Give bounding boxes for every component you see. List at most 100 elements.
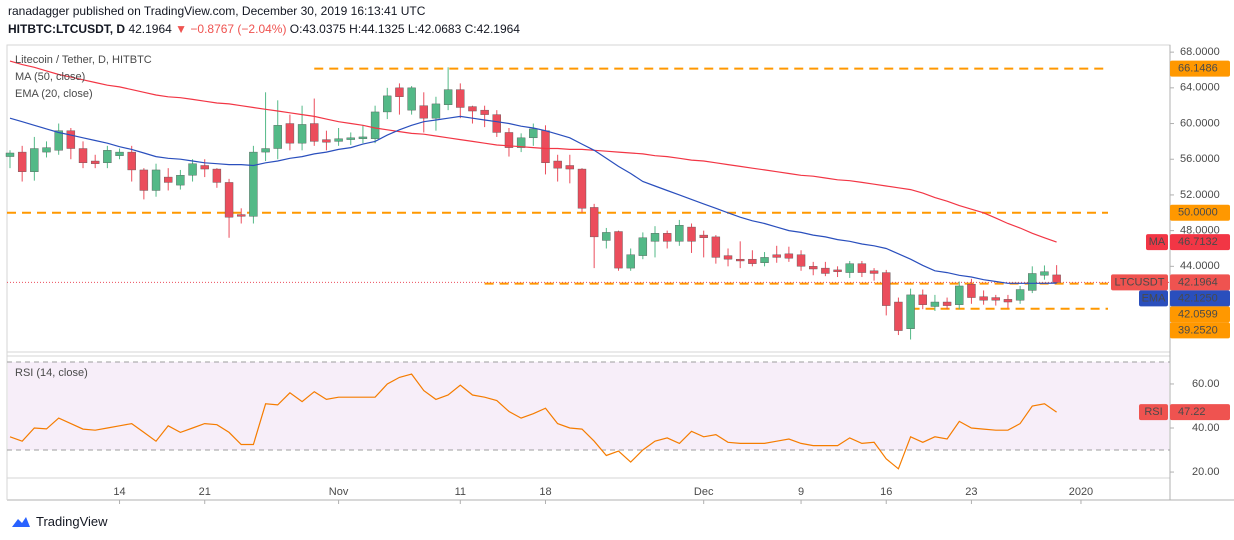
price-tag-box	[1170, 234, 1230, 251]
x-tick-label: Nov	[329, 486, 349, 498]
candle-body	[370, 111, 380, 139]
rsi-band	[8, 361, 1169, 451]
candle-body	[784, 253, 794, 259]
logo-shape	[12, 516, 30, 527]
candle-body	[66, 130, 76, 149]
x-tick-label: 16	[880, 486, 892, 498]
candle-body	[358, 136, 368, 139]
candle-body	[845, 263, 854, 273]
x-tick-label: 14	[113, 486, 125, 498]
candle-body	[772, 254, 781, 258]
candle-body	[1003, 299, 1013, 303]
symbol: HITBTC:LTCUSDT, D	[8, 22, 126, 36]
candle-body	[492, 114, 501, 133]
candle-body	[699, 234, 708, 238]
price-tag-value: 66.1486	[1178, 63, 1218, 75]
candle-body	[456, 89, 465, 108]
candle-body	[882, 272, 891, 306]
brand-logo	[12, 516, 30, 527]
candle-body	[176, 175, 185, 186]
candle-body	[869, 270, 879, 274]
candle-body	[261, 148, 270, 153]
price-tag-box	[1170, 404, 1230, 421]
price-tag-value: 42.0599	[1178, 308, 1218, 320]
candle-body	[979, 296, 988, 301]
y-tick-label: 64.0000	[1180, 82, 1220, 94]
candle-body	[553, 160, 562, 169]
candle-body	[5, 152, 15, 157]
x-tick-label: 18	[539, 486, 551, 498]
candle-body	[529, 128, 538, 139]
candle-body	[589, 207, 599, 238]
candle-body	[273, 125, 282, 149]
tag-name: RSI	[1144, 406, 1162, 418]
tag-name: LTCUSDT	[1115, 276, 1165, 288]
candle-body	[675, 225, 684, 242]
rsi-title: RSI (14, close)	[15, 367, 88, 379]
candle-body	[212, 168, 222, 183]
candle-body	[188, 163, 197, 176]
candle-body	[748, 258, 757, 264]
candle-body	[17, 151, 27, 172]
candle-body	[809, 266, 818, 270]
candle-body	[1040, 271, 1049, 276]
candle-body	[443, 89, 453, 105]
candle-body	[736, 258, 745, 262]
price-tag-box	[1170, 274, 1230, 291]
price-tag-value: 39.2520	[1178, 324, 1218, 336]
price-tag-box	[1170, 306, 1230, 323]
rsi-line	[9, 373, 1057, 470]
candle-body	[200, 165, 209, 170]
brand: TradingView	[10, 514, 108, 529]
y-tick-label: 56.0000	[1180, 153, 1220, 165]
price-tag-value: 50.0000	[1178, 207, 1218, 219]
symbol-line: HITBTC:LTCUSDT, D 42.1964 ▼ −0.8767 (−2.…	[8, 22, 520, 36]
x-tick-label: 2020	[1069, 486, 1093, 498]
candle-body	[930, 301, 940, 307]
candle-body	[565, 165, 575, 170]
candle-body	[821, 267, 830, 274]
candle-body	[1015, 289, 1025, 301]
candle-body	[431, 103, 441, 119]
candle-body	[285, 123, 295, 144]
main-pane	[6, 44, 1171, 353]
x-tick-label: Dec	[694, 486, 714, 498]
candle-body	[1052, 274, 1061, 283]
candle-body	[310, 123, 319, 142]
candle-body	[918, 294, 927, 305]
candle-body	[894, 301, 903, 331]
candle-body	[906, 294, 915, 329]
legend-entry: MA (50, close)	[15, 71, 85, 83]
price-tag-value: 42.1964	[1178, 276, 1218, 288]
price-tag-box	[1170, 290, 1230, 307]
candle-body	[90, 160, 100, 164]
candle-body	[942, 301, 952, 306]
price-tag-box	[1170, 60, 1230, 77]
candle-body	[78, 148, 88, 164]
candle-body	[30, 148, 39, 172]
candle-body	[151, 169, 161, 191]
indicator-line	[9, 60, 1057, 243]
price-tag-value: 46.7132	[1178, 236, 1218, 248]
legend-entry: EMA (20, close)	[15, 88, 93, 100]
candle-body	[346, 137, 355, 140]
candle-body	[967, 283, 976, 298]
last-price: 42.1964	[128, 22, 172, 36]
candle-body	[334, 138, 343, 142]
candle-body	[857, 263, 867, 273]
candle-body	[516, 137, 526, 148]
price-tag-box	[1170, 204, 1230, 221]
candle-body	[796, 254, 806, 267]
y-tick-label: 52.0000	[1180, 189, 1220, 201]
candle-body	[991, 297, 1000, 301]
byline: ranadagger published on TradingView.com,…	[8, 4, 426, 18]
candle-body	[237, 214, 246, 217]
y-tick-label: 60.00	[1192, 378, 1220, 390]
y-tick-label: 68.0000	[1180, 46, 1220, 58]
y-tick-label: 44.0000	[1180, 260, 1220, 272]
candle-body	[504, 132, 514, 148]
candle-body	[127, 151, 136, 171]
candle-body	[711, 236, 721, 258]
